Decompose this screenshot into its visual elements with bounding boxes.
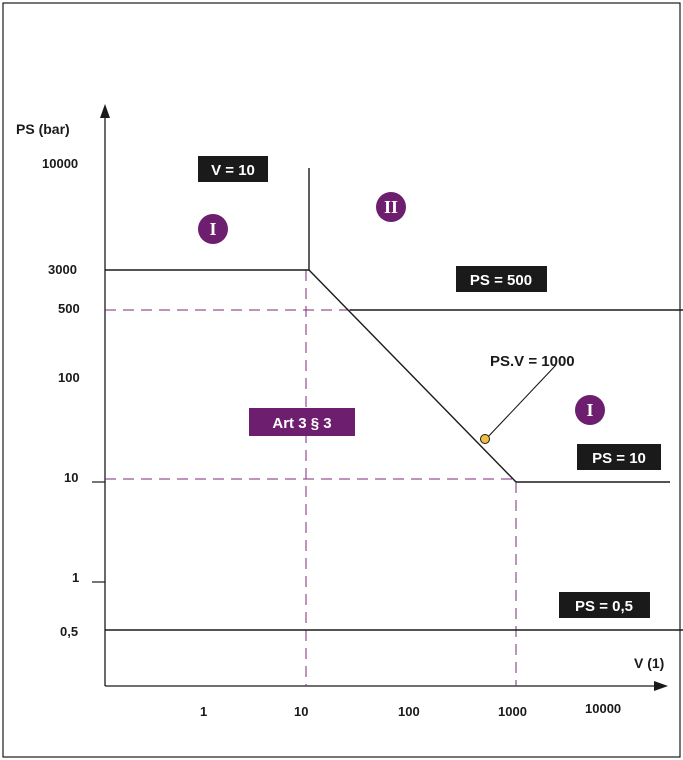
x-tick-1: 1 [200,704,207,719]
category-label-i-top-left: I [209,219,216,239]
x-tick-1000: 1000 [498,704,527,719]
category-circle-i-top-left [198,214,228,244]
y-tick-10: 10 [64,470,78,485]
x-axis-arrow-icon [654,681,668,691]
x-tick-10: 10 [294,704,308,719]
psv-leader-line [485,364,557,440]
x-tick-100: 100 [398,704,420,719]
y-tick-0-5: 0,5 [60,624,78,639]
y-axis-label: PS (bar) [16,121,70,137]
label-v10: V = 10 [211,162,255,179]
label-ps05: PS = 0,5 [575,598,633,615]
category-label-ii: II [384,197,398,217]
y-tick-1: 1 [72,570,79,585]
y-tick-500: 500 [58,301,80,316]
label-ps10: PS = 10 [592,450,646,467]
label-art: Art 3 § 3 [272,415,331,432]
label-ps500: PS = 500 [470,272,532,289]
label-box-ps05 [559,592,650,618]
x-tick-10000: 10000 [585,701,621,716]
y-tick-3000: 3000 [48,262,77,277]
boundary-ps-v-1000 [308,269,517,483]
label-box-ps500 [456,266,547,292]
y-tick-10000: 10000 [42,156,78,171]
category-circle-i-right [575,395,605,425]
label-psv1000: PS.V = 1000 [490,353,575,370]
psv-marker [480,434,490,444]
label-box-v10 [198,156,268,182]
category-circle-ii [376,192,406,222]
y-tick-100: 100 [58,370,80,385]
y-axis-arrow-icon [100,104,110,118]
x-axis-label: V (1) [634,655,664,671]
label-box-ps10 [577,444,661,470]
label-box-art [249,408,355,436]
category-label-i-right: I [586,400,593,420]
